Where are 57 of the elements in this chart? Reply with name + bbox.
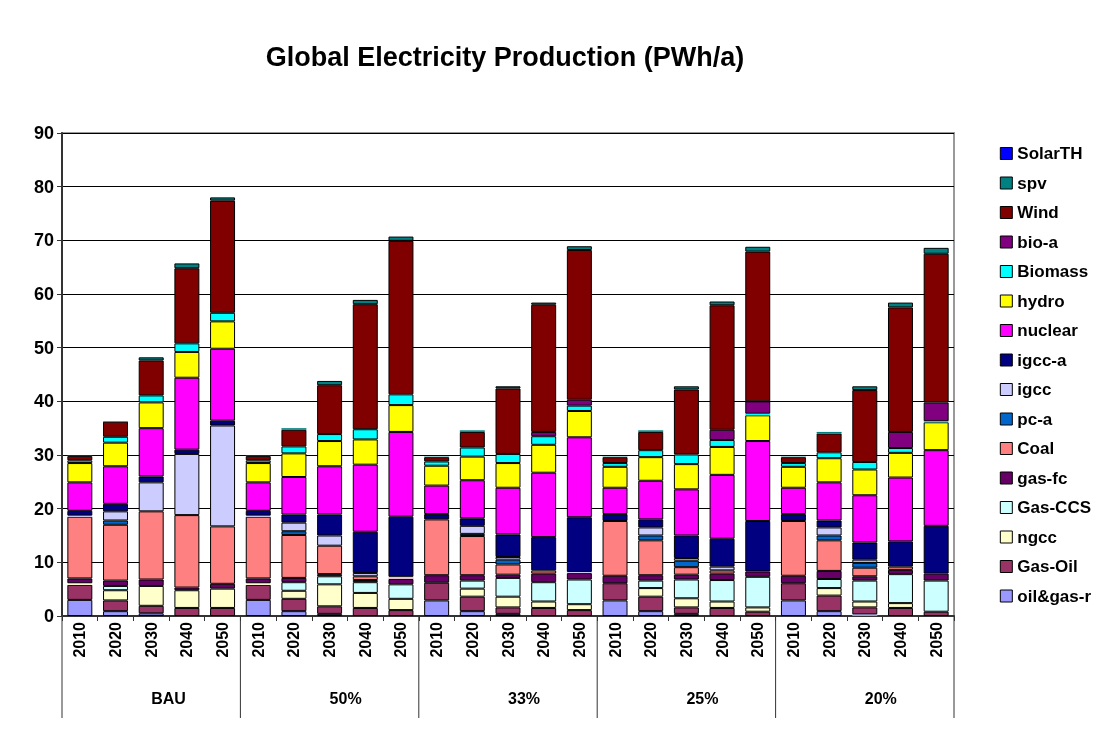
legend-label: ngcc: [1017, 527, 1057, 547]
legend-label: Wind: [1017, 203, 1059, 222]
x-tick-label: 2010: [249, 621, 267, 658]
text: BAU: [151, 689, 186, 707]
x-tick-label: 2030: [142, 621, 160, 658]
x-tick-label: 2040: [713, 621, 731, 658]
x-tick-label: 2010: [428, 621, 446, 658]
y-tick-label: 30: [33, 445, 54, 465]
y-tick-label: 60: [33, 284, 54, 304]
legend-label: SolarTH: [1017, 144, 1083, 163]
legend-label: igcc: [1017, 380, 1052, 399]
legend-label: bio-a: [1017, 232, 1059, 252]
x-tick-label: 2020: [463, 621, 481, 658]
legend-label: Gas-Oil: [1017, 557, 1078, 576]
x-tick-label: 2030: [321, 621, 339, 658]
legend-label: hydro: [1017, 291, 1065, 311]
chart-title: Global Electricity Production (PWh/a): [265, 41, 745, 72]
x-tick-label: 2040: [891, 621, 909, 658]
x-tick-label: 2010: [606, 621, 624, 658]
x-tick-label: 2010: [784, 621, 802, 658]
x-tick-label: 2030: [856, 621, 874, 658]
x-tick-label: 2050: [392, 621, 410, 658]
legend-label: Biomass: [1017, 262, 1089, 281]
x-tick-label: 2050: [214, 621, 232, 658]
y-tick-label: 0: [43, 606, 54, 626]
x-tick-label: 2040: [356, 621, 374, 658]
y-tick-label: 80: [33, 176, 54, 197]
legend-label: oil&gas-r: [1017, 586, 1092, 606]
x-tick-label: 2040: [535, 621, 553, 658]
x-tick-label: 2050: [927, 621, 945, 658]
x-tick-label: 2050: [749, 621, 767, 658]
x-tick-label: 2020: [820, 621, 838, 658]
y-tick-label: 20: [33, 498, 54, 519]
text: 33%: [508, 689, 541, 707]
legend-label: Gas-CCS: [1017, 498, 1091, 517]
text: 50%: [329, 689, 362, 707]
legend-label: igcc-a: [1017, 350, 1067, 370]
x-tick-label: 2040: [178, 621, 196, 658]
x-tick-label: 2010: [71, 621, 89, 658]
y-tick-label: 50: [33, 337, 54, 358]
legend-label: spv: [1017, 173, 1048, 193]
x-tick-label: 2020: [642, 621, 660, 658]
x-tick-label: 2020: [107, 621, 125, 658]
x-tick-label: 2050: [570, 621, 588, 658]
text: 25%: [686, 689, 719, 707]
x-tick-label: 2030: [499, 621, 517, 658]
y-tick-label: 70: [33, 230, 54, 251]
x-tick-label: 2020: [285, 621, 303, 658]
x-tick-label: 2030: [677, 621, 695, 658]
legend-label: gas-fc: [1017, 468, 1068, 488]
y-tick-label: 90: [33, 123, 54, 143]
legend-label: pc-a: [1017, 409, 1053, 429]
text: 20%: [864, 689, 897, 707]
y-tick-label: 40: [33, 391, 54, 412]
legend-label: nuclear: [1017, 321, 1079, 340]
y-tick-label: 10: [33, 552, 54, 573]
legend-label: Coal: [1017, 439, 1055, 458]
